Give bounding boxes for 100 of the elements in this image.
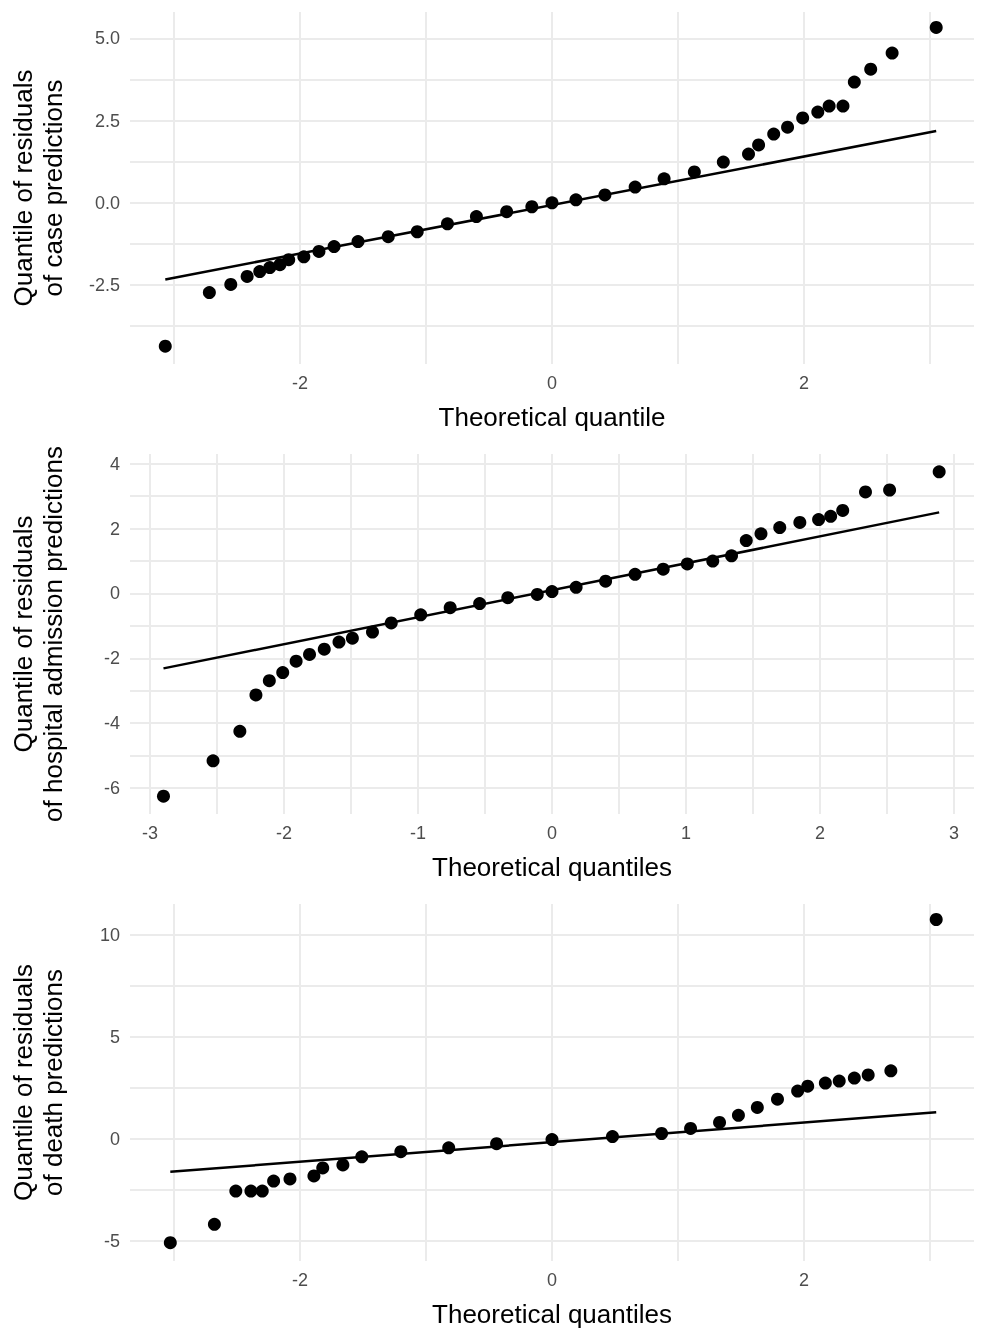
point [680, 557, 694, 571]
x-axis-title: Theoretical quantiles [432, 1299, 672, 1329]
y-tick-label: 0 [109, 583, 120, 604]
point [781, 120, 795, 134]
point [771, 1092, 784, 1106]
point [687, 165, 701, 179]
point [366, 625, 379, 639]
point [742, 147, 756, 161]
point [351, 235, 365, 249]
point [812, 513, 826, 527]
point [545, 196, 559, 210]
point [706, 554, 720, 568]
point [793, 515, 807, 529]
point [599, 574, 613, 588]
point [811, 105, 825, 119]
x-tick-label: 0 [546, 823, 558, 843]
point [754, 527, 768, 541]
point [796, 111, 810, 125]
point [773, 521, 787, 535]
point [414, 608, 428, 622]
point [569, 580, 583, 594]
point [864, 62, 878, 76]
point [530, 587, 544, 601]
point [163, 1236, 177, 1250]
x-tick-label: 0 [546, 373, 558, 393]
x-tick-label: 2 [798, 1270, 809, 1290]
point [332, 635, 346, 649]
point [752, 138, 766, 152]
point [545, 585, 559, 599]
point [847, 1071, 861, 1085]
point [442, 1141, 456, 1155]
point [336, 1158, 350, 1172]
point [822, 99, 836, 113]
point [276, 666, 290, 680]
point [501, 591, 515, 605]
point [303, 647, 317, 661]
point [249, 688, 263, 702]
point [345, 631, 359, 645]
point [818, 1076, 832, 1090]
point [836, 99, 850, 113]
x-tick-label: -1 [410, 823, 427, 843]
y-axis-title: Quantile of residuals of case predictions [8, 69, 68, 307]
point [836, 503, 850, 517]
y-tick-label: -2.5 [88, 275, 120, 296]
point [932, 465, 946, 479]
x-axis-title: Theoretical quantiles [432, 852, 672, 882]
point [316, 1161, 330, 1175]
y-tick-label: 5.0 [94, 28, 120, 49]
y-tick-label: -4 [103, 713, 120, 734]
point [440, 217, 454, 231]
point [832, 1074, 846, 1088]
point [750, 1100, 764, 1114]
point [791, 1084, 805, 1098]
point [229, 1184, 243, 1198]
y-tick-label: -2 [103, 648, 120, 669]
point [244, 1184, 258, 1198]
point [767, 127, 781, 141]
x-tick-label: -2 [292, 1270, 309, 1290]
x-tick-label: 0 [546, 1270, 558, 1290]
point [739, 534, 753, 548]
x-tick-label: -2 [276, 823, 293, 843]
y-axis-title: Quantile of residuals of death predictions [8, 963, 68, 1202]
point [473, 597, 487, 611]
x-tick-label: -3 [142, 823, 159, 843]
y-tick-label: 4 [109, 453, 120, 474]
x-tick-label: 2 [798, 373, 809, 393]
point [731, 1108, 745, 1122]
point [206, 754, 220, 768]
point [202, 286, 216, 300]
point [847, 75, 861, 89]
point [394, 1145, 408, 1159]
point [297, 250, 311, 264]
point [469, 210, 483, 224]
point [605, 1130, 619, 1144]
point [684, 1121, 698, 1135]
point [327, 240, 341, 254]
point [725, 549, 739, 563]
point [490, 1137, 504, 1151]
point [158, 339, 172, 353]
point [283, 1172, 297, 1186]
point [801, 1079, 815, 1093]
y-tick-label: 2 [109, 518, 120, 539]
point [569, 193, 583, 207]
y-tick-label: 2.5 [94, 110, 120, 131]
point [289, 654, 303, 668]
y-tick-label: 0.0 [94, 192, 120, 213]
point [262, 674, 276, 688]
point [233, 724, 247, 738]
point [884, 1064, 898, 1078]
point [263, 261, 277, 275]
point [312, 244, 326, 258]
point [713, 1115, 727, 1129]
x-tick-label: 2 [814, 823, 825, 843]
point [628, 180, 642, 194]
point [655, 1127, 669, 1140]
point [207, 1217, 221, 1231]
point [545, 1133, 559, 1147]
point [883, 483, 897, 497]
point [282, 253, 296, 267]
point [307, 1169, 321, 1183]
